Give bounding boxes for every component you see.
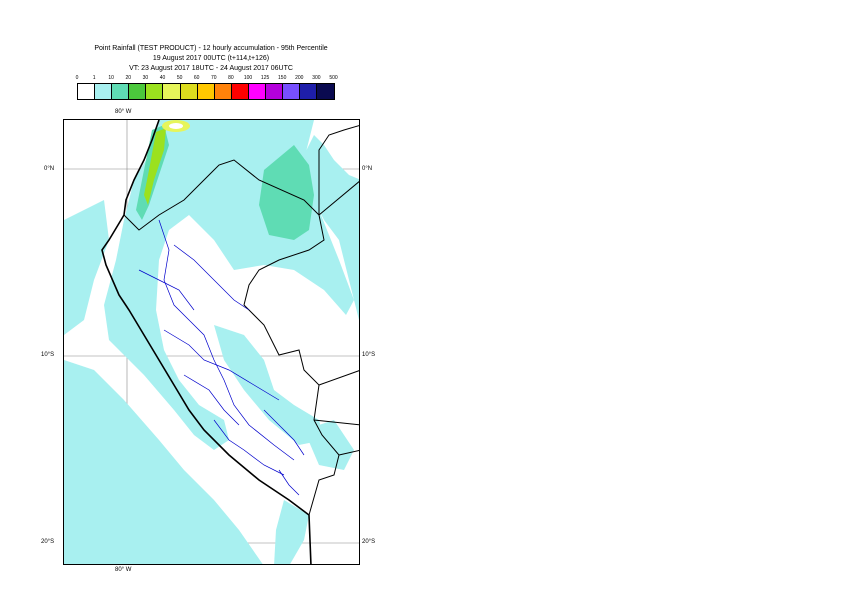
run-time-label: 19 August 2017 00UTC (t+114,t+126) (152, 55, 270, 62)
lat-label-left-20s: 20°S (41, 539, 55, 545)
legend-swatch (163, 84, 181, 99)
legend-swatch (317, 84, 335, 99)
coastline (101, 120, 312, 564)
legend-swatch (214, 84, 232, 99)
map-panel (63, 119, 360, 565)
lat-label-left-0n: 0°N (44, 166, 55, 172)
lat-label-right-0n: 0°N (362, 166, 373, 172)
legend-threshold-label: 80 (228, 75, 234, 81)
legend-swatch (146, 84, 164, 99)
legend-color-bar (77, 83, 336, 100)
legend-threshold-label: 40 (159, 75, 166, 81)
legend-swatch (78, 84, 96, 99)
legend-swatch (266, 84, 284, 99)
lon-label-bottom: 80° W (115, 567, 132, 573)
legend-threshold-label: 10 (108, 75, 114, 81)
legend-threshold-label: 200 (295, 75, 304, 81)
lon-label-top: 80° W (115, 109, 132, 115)
legend-threshold-label: 0 (75, 75, 79, 81)
legend-threshold-label: 1 (92, 75, 96, 81)
legend-threshold-label: 70 (211, 75, 217, 81)
lat-label-right-10s: 10°S (362, 352, 376, 358)
legend-threshold-label: 30 (142, 75, 149, 81)
legend-swatch (231, 84, 249, 99)
legend-threshold-label: 500 (329, 75, 338, 81)
lat-label-right-20s: 20°S (362, 539, 376, 545)
national-border-east (313, 370, 359, 456)
rain-area-light (64, 120, 359, 564)
rainfall-map (64, 120, 359, 564)
legend-swatch (95, 84, 113, 99)
rain-area-heavy (144, 120, 190, 205)
admin-boundaries (138, 219, 305, 496)
legend-swatch (197, 84, 215, 99)
chart-title: Point Rainfall (TEST PRODUCT) - 12 hourl… (94, 45, 328, 52)
legend-swatch (129, 84, 147, 99)
legend-threshold-label: 50 (176, 75, 183, 81)
lat-label-left-10s: 10°S (41, 352, 55, 358)
legend-threshold-label: 100 (243, 75, 253, 81)
legend-swatch (180, 84, 198, 99)
legend-threshold-label: 150 (278, 75, 287, 81)
legend-threshold-label: 60 (193, 75, 200, 81)
national-border (123, 159, 340, 516)
national-border-north (318, 125, 359, 216)
legend-threshold-label: 20 (125, 75, 132, 81)
legend-threshold-label: 125 (260, 75, 270, 81)
legend-threshold-labels: 0 1 10 20 30 40 50 60 70 80 100 125 150 200 300 500 (0, 75, 842, 83)
legend-threshold-label: 300 (312, 75, 321, 81)
legend-swatch (283, 84, 301, 99)
legend-swatch (248, 84, 267, 99)
legend-swatch (300, 84, 318, 99)
legend-swatch (112, 84, 130, 99)
validity-time-label: VT: 23 August 2017 18UTC - 24 August 201… (129, 65, 293, 72)
rain-core-center (169, 123, 183, 129)
